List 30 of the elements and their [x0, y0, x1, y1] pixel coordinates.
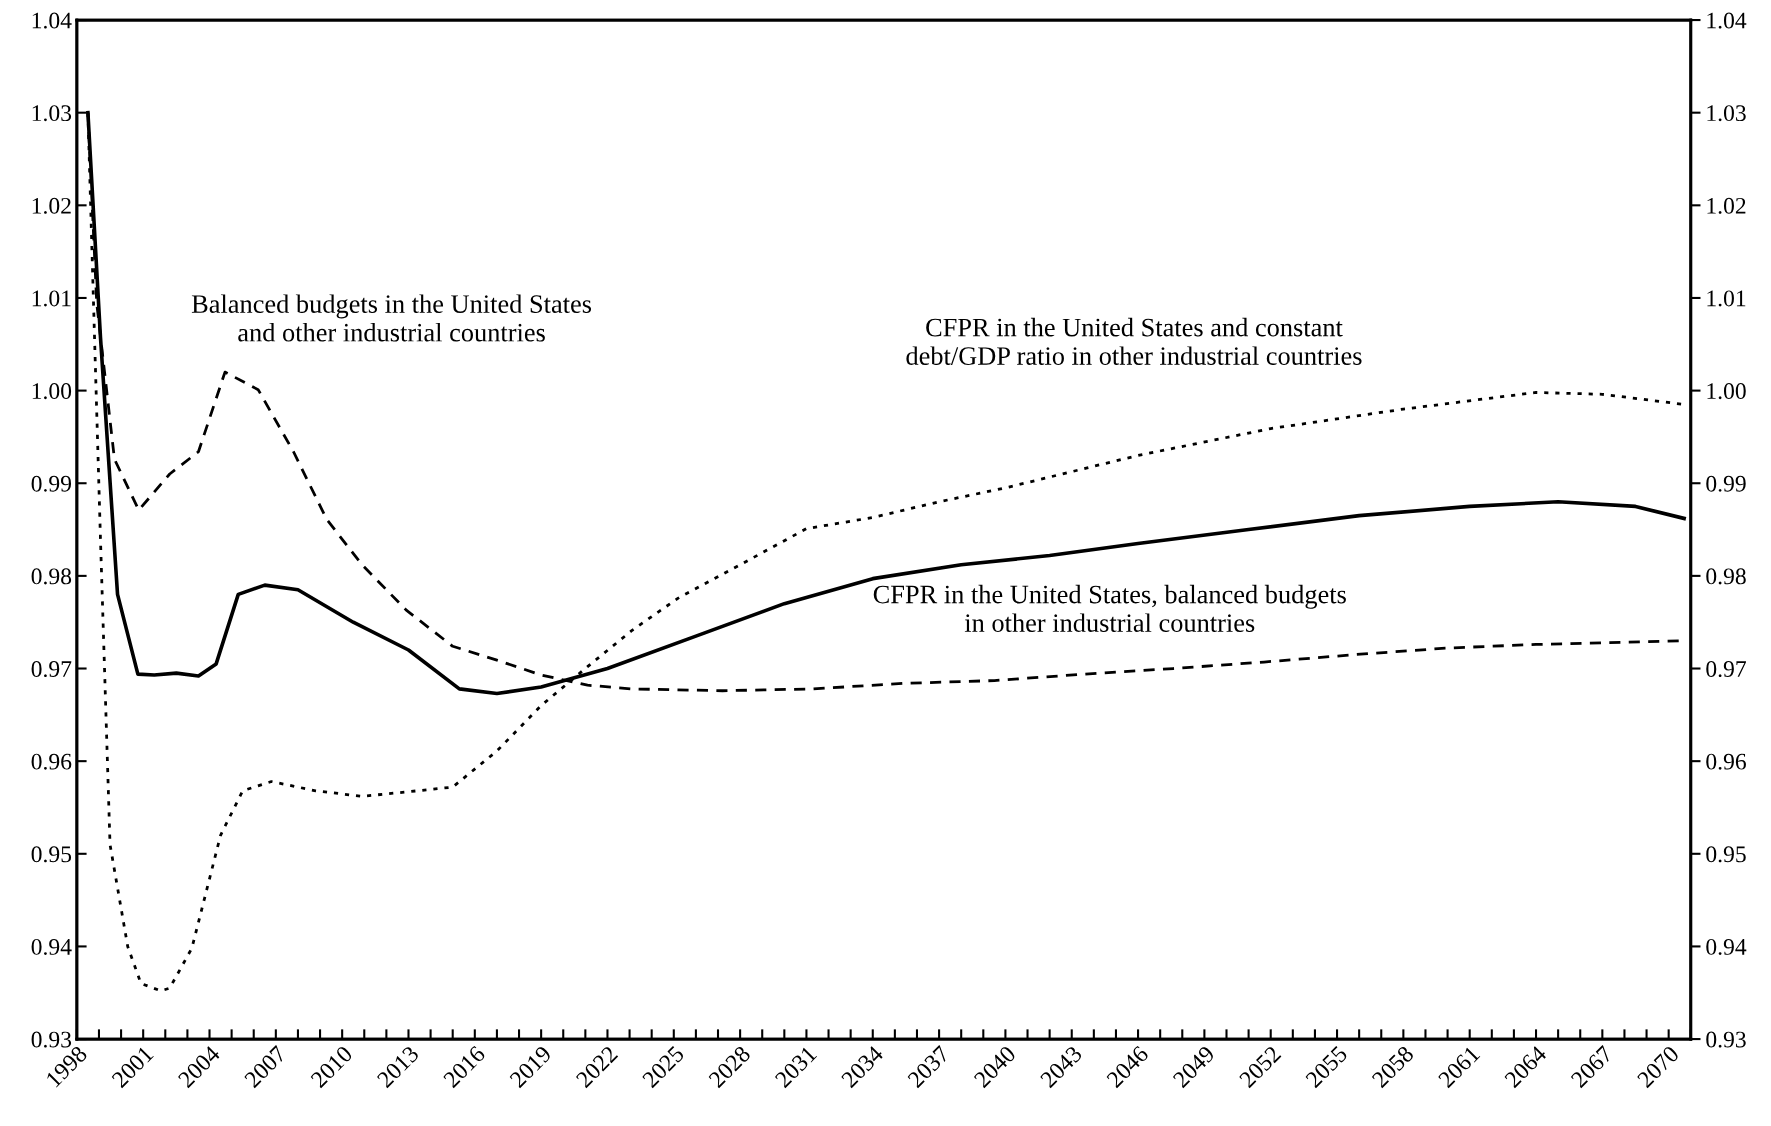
annotation: CFPR in the United States and constant debt/GDP ratio in other industrial countries	[906, 317, 1362, 365]
y-tick-label: 1.02	[32, 197, 71, 214]
y2-tick-label: 1.00	[1707, 383, 1746, 400]
y2-tick-label: 0.96	[1706, 753, 1746, 770]
y2-tick-label: 0.97	[1706, 661, 1746, 678]
y2-tick-label: 0.99	[1706, 475, 1746, 492]
y2-tick-label: 0.95	[1706, 846, 1746, 863]
y2-tick-label: 1.04	[1707, 12, 1747, 29]
annotation: Balanced budgets in the United States and other industrial countries	[191, 294, 592, 342]
y-tick-label: 0.94	[31, 938, 72, 955]
y-tick-label: 0.98	[31, 568, 72, 585]
y-tick-label: 0.95	[31, 846, 72, 863]
y-tick-label: 0.97	[31, 661, 72, 678]
y-tick-label: 0.96	[31, 753, 72, 770]
y-tick-label: 0.99	[31, 475, 72, 492]
y-tick-label: 1.00	[32, 383, 72, 400]
y-tick-label: 1.01	[32, 290, 71, 307]
x-tick-label: 2001	[111, 1045, 154, 1089]
y-tick-label: 1.03	[32, 105, 72, 122]
y-tick-label: 1.04	[32, 12, 72, 29]
y2-tick-label: 1.03	[1707, 105, 1746, 122]
x-tick-label: 2031	[774, 1045, 818, 1089]
annotation: CFPR in the United States, balanced budgets in other industrial countries	[873, 584, 1346, 632]
y-tick-label: 0.93	[31, 1031, 72, 1048]
y2-tick-label: 1.01	[1707, 290, 1746, 307]
y2-tick-label: 0.93	[1706, 1031, 1746, 1048]
y2-tick-label: 0.94	[1706, 938, 1747, 955]
y2-tick-label: 0.98	[1706, 568, 1746, 585]
y2-tick-label: 1.02	[1707, 197, 1746, 214]
x-tick-label: 2061	[1437, 1045, 1481, 1089]
